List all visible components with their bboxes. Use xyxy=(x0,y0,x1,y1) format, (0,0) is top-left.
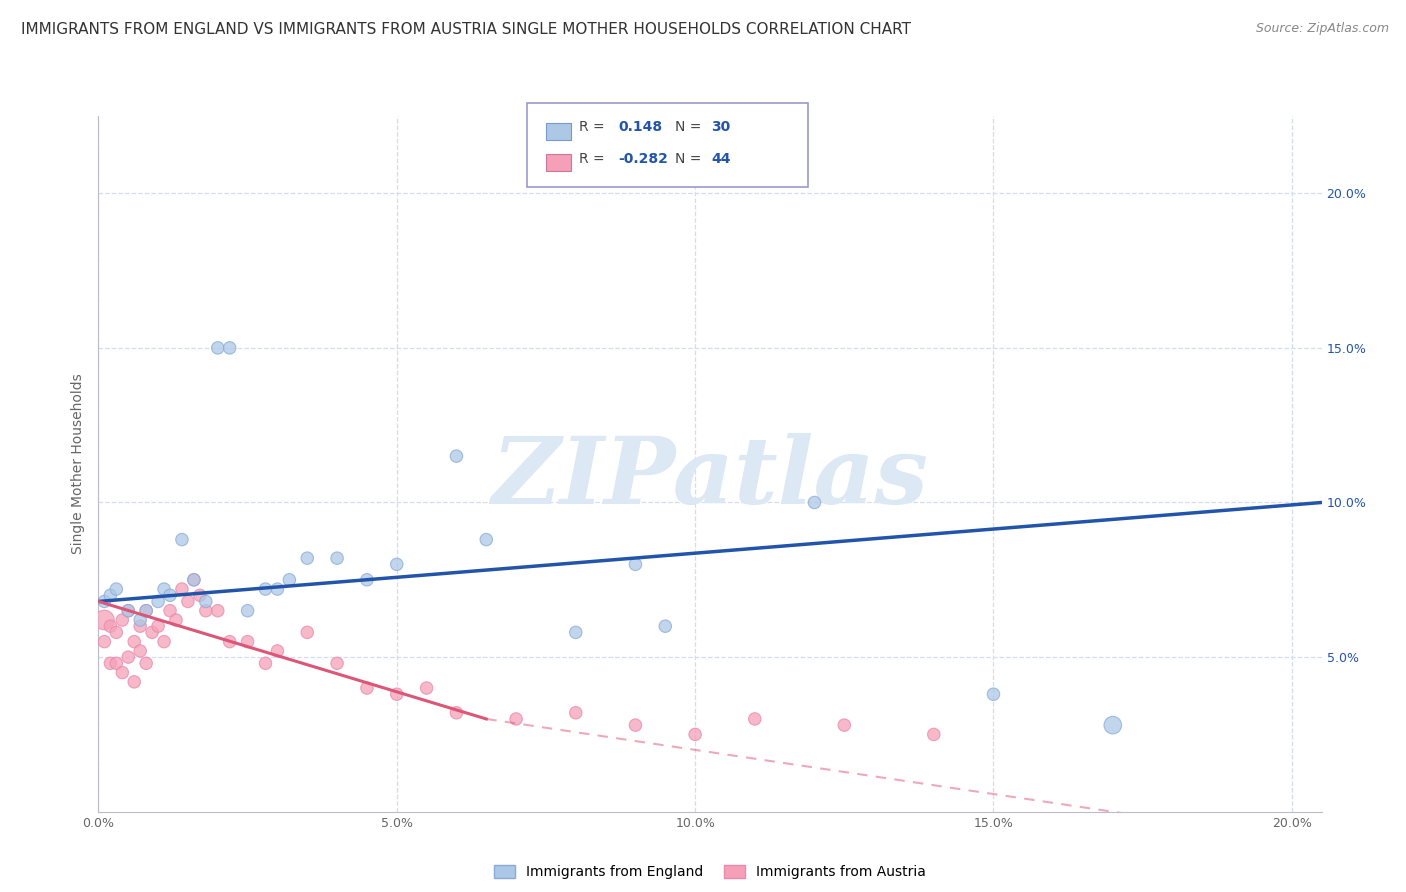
Point xyxy=(624,558,647,572)
Text: N =: N = xyxy=(675,152,706,166)
Point xyxy=(297,551,319,566)
Point xyxy=(93,613,115,627)
Point xyxy=(117,650,139,665)
Point xyxy=(117,604,139,618)
Point xyxy=(146,619,169,633)
Point xyxy=(326,551,349,566)
Point xyxy=(170,533,193,547)
Point xyxy=(141,625,163,640)
Point xyxy=(165,613,187,627)
Point xyxy=(266,582,288,596)
Point xyxy=(922,727,945,741)
Point xyxy=(475,533,498,547)
Point xyxy=(129,613,152,627)
Point xyxy=(129,644,152,658)
Point xyxy=(565,625,588,640)
Point xyxy=(135,657,157,671)
Point xyxy=(236,604,259,618)
Point xyxy=(744,712,766,726)
Point xyxy=(159,604,181,618)
Point xyxy=(93,594,115,608)
Legend: Immigrants from England, Immigrants from Austria: Immigrants from England, Immigrants from… xyxy=(488,860,932,885)
Point xyxy=(505,712,527,726)
Point xyxy=(135,604,157,618)
Point xyxy=(254,657,277,671)
Point xyxy=(565,706,588,720)
Point xyxy=(236,634,259,648)
Point xyxy=(278,573,301,587)
Point xyxy=(1101,718,1123,732)
Text: -0.282: -0.282 xyxy=(619,152,668,166)
Text: ZIPatlas: ZIPatlas xyxy=(492,433,928,523)
Point xyxy=(177,594,200,608)
Point xyxy=(188,588,211,602)
Point xyxy=(122,634,145,648)
Point xyxy=(683,727,706,741)
Point xyxy=(98,588,121,602)
Point xyxy=(159,588,181,602)
Point xyxy=(111,665,134,680)
Point xyxy=(832,718,855,732)
Point xyxy=(326,657,349,671)
Point xyxy=(111,613,134,627)
Text: IMMIGRANTS FROM ENGLAND VS IMMIGRANTS FROM AUSTRIA SINGLE MOTHER HOUSEHOLDS CORR: IMMIGRANTS FROM ENGLAND VS IMMIGRANTS FR… xyxy=(21,22,911,37)
Point xyxy=(207,604,229,618)
Point xyxy=(183,573,205,587)
Point xyxy=(654,619,676,633)
Point xyxy=(105,657,128,671)
Point xyxy=(803,495,825,509)
Point xyxy=(129,619,152,633)
Point xyxy=(98,619,121,633)
Point xyxy=(385,687,408,701)
Point xyxy=(117,604,139,618)
Point xyxy=(218,634,240,648)
Point xyxy=(98,657,121,671)
Point xyxy=(170,582,193,596)
Point xyxy=(624,718,647,732)
Text: N =: N = xyxy=(675,120,706,134)
Text: 44: 44 xyxy=(711,152,731,166)
Text: R =: R = xyxy=(579,120,609,134)
Point xyxy=(207,341,229,355)
Point xyxy=(385,558,408,572)
Point xyxy=(297,625,319,640)
Point xyxy=(446,706,468,720)
Point xyxy=(153,582,176,596)
Point xyxy=(266,644,288,658)
Point xyxy=(105,582,128,596)
Point xyxy=(194,594,217,608)
Point xyxy=(153,634,176,648)
Y-axis label: Single Mother Households: Single Mother Households xyxy=(72,374,86,554)
Point xyxy=(146,594,169,608)
Point xyxy=(446,449,468,463)
Point xyxy=(254,582,277,596)
Point xyxy=(356,681,378,695)
Point xyxy=(356,573,378,587)
Point xyxy=(194,604,217,618)
Point xyxy=(105,625,128,640)
Point xyxy=(218,341,240,355)
Text: R =: R = xyxy=(579,152,609,166)
Point xyxy=(183,573,205,587)
Text: 30: 30 xyxy=(711,120,731,134)
Point xyxy=(93,634,115,648)
Point xyxy=(122,674,145,689)
Point xyxy=(415,681,437,695)
Text: 0.148: 0.148 xyxy=(619,120,662,134)
Point xyxy=(983,687,1005,701)
Point xyxy=(135,604,157,618)
Text: Source: ZipAtlas.com: Source: ZipAtlas.com xyxy=(1256,22,1389,36)
